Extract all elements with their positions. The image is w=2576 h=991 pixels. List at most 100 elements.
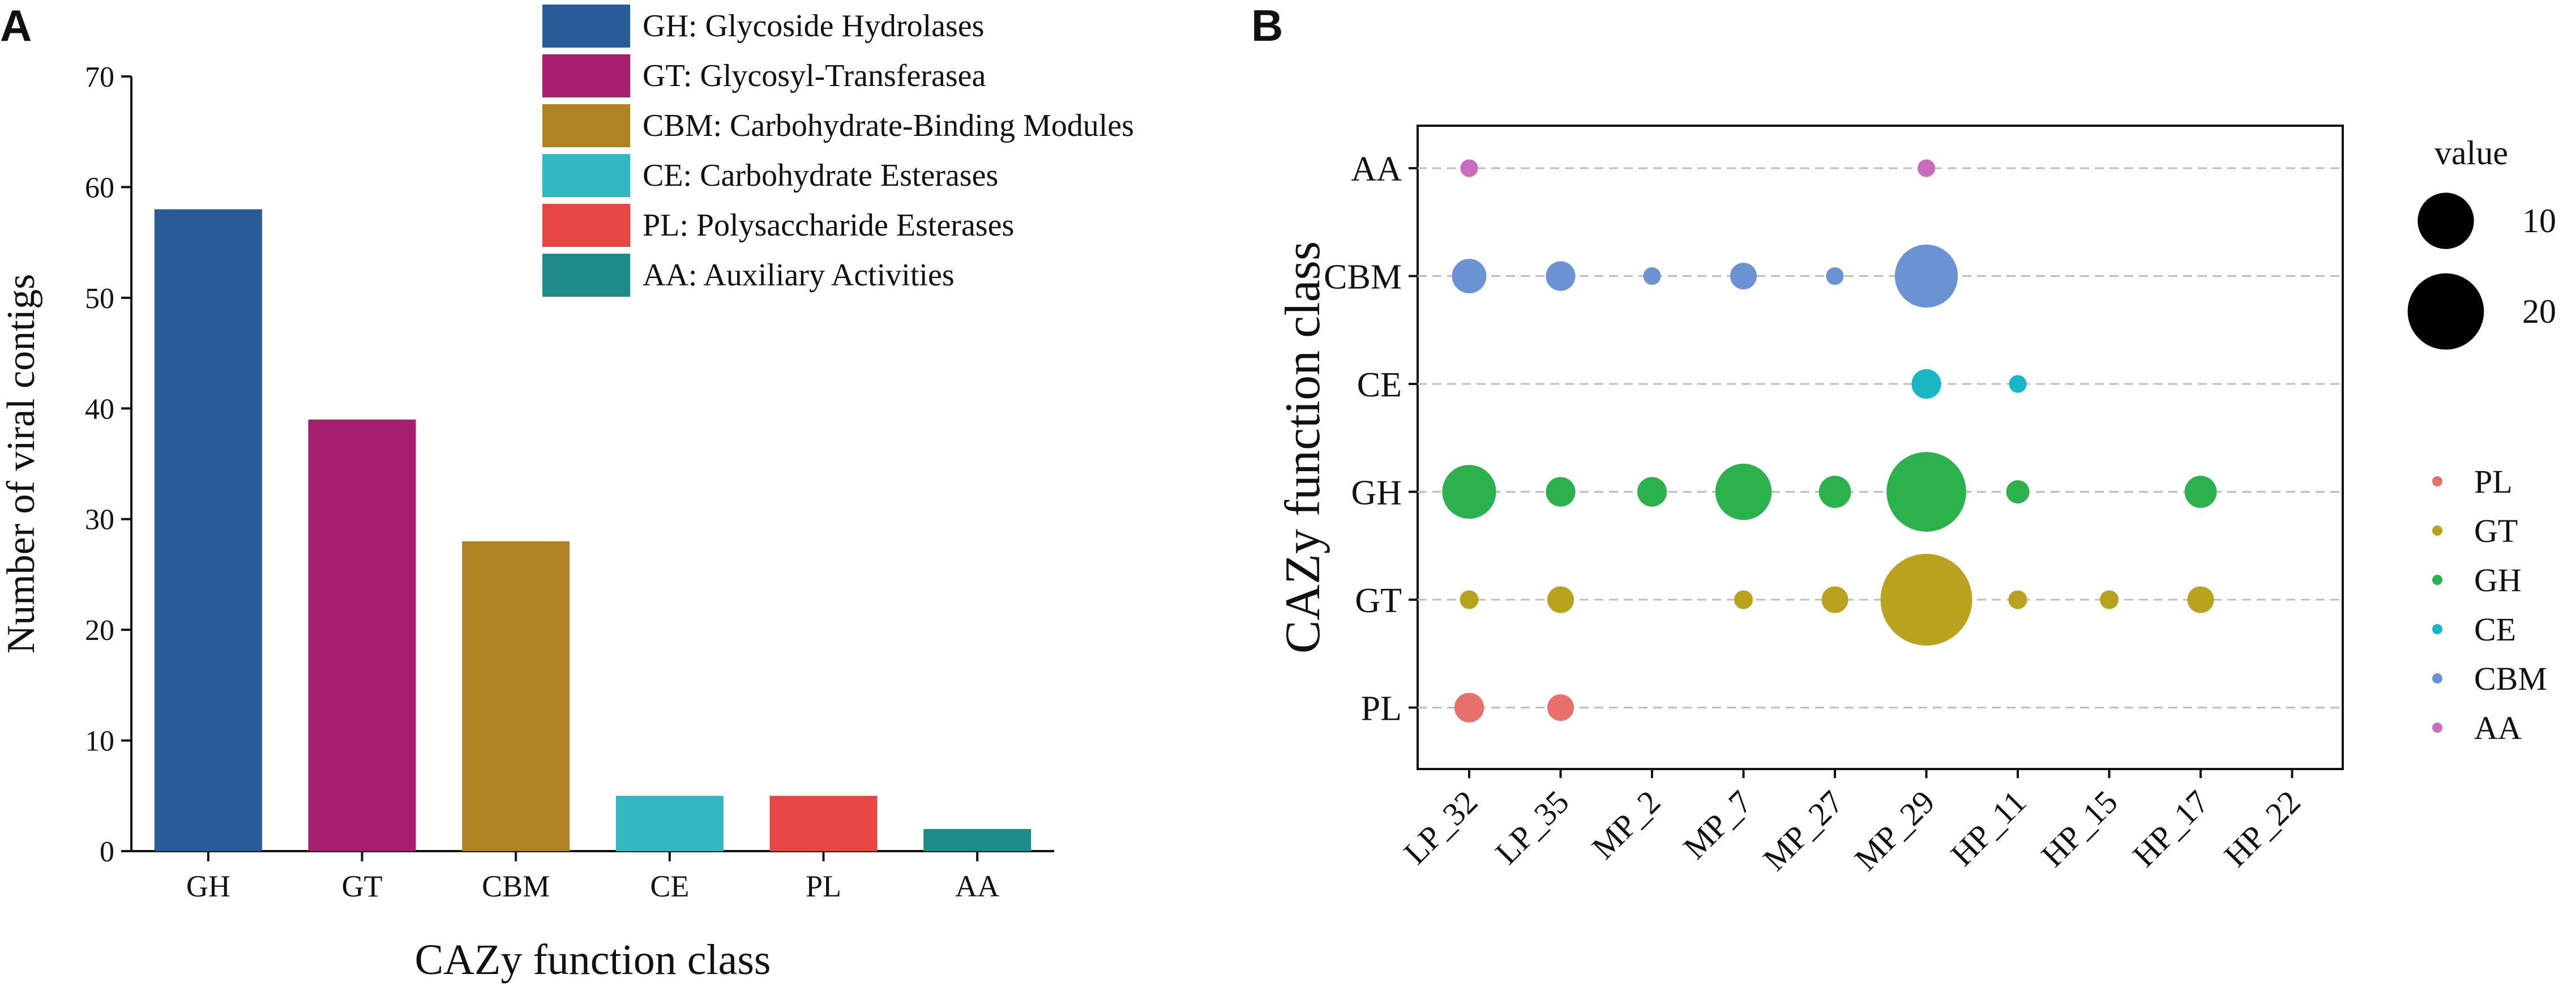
bubble-y-tick-label: CBM bbox=[1324, 258, 1402, 297]
bubble-ce-hp_11 bbox=[2009, 375, 2027, 393]
bubble-x-tick-label: MP_29 bbox=[1847, 783, 1942, 878]
bar-bars bbox=[154, 209, 1032, 851]
size-legend-label-10: 10 bbox=[2522, 202, 2556, 240]
color-legend-label-cbm: CBM bbox=[2474, 660, 2547, 697]
bar-y-axis-label: Number of viral contigs bbox=[0, 274, 43, 654]
bubble-gt-mp_29 bbox=[1880, 554, 1972, 646]
bubble-aa-mp_29 bbox=[1917, 159, 1936, 177]
color-legend-dot-gt bbox=[2432, 526, 2442, 536]
bar-y-tick-label: 70 bbox=[85, 61, 114, 93]
bar-x-tick-label: GH bbox=[186, 869, 230, 903]
legend-swatch-pl bbox=[542, 204, 630, 247]
panel-label-b: B bbox=[1251, 1, 1283, 50]
bubble-y-tick-label: PL bbox=[1361, 690, 1402, 728]
bubble-gt-hp_17 bbox=[2187, 586, 2214, 613]
legend-swatch-aa bbox=[542, 254, 630, 297]
bar-x-tick-label: GT bbox=[342, 869, 383, 903]
bar-x-ticks: GH GT CBM CE PL AA bbox=[186, 851, 999, 903]
bubble-cbm-lp_35 bbox=[1546, 261, 1576, 291]
size-legend-label-20: 20 bbox=[2522, 293, 2556, 330]
bubble-pl-lp_35 bbox=[1547, 694, 1574, 721]
bubble-color-legend: PL GT GH CE CBM AA bbox=[2432, 463, 2547, 746]
bubble-x-tick-label: HP_15 bbox=[2034, 783, 2125, 874]
legend-label-pl: PL: Polysaccharide Esterases bbox=[643, 208, 1014, 243]
legend-swatch-gh bbox=[542, 5, 630, 48]
bubble-cbm-lp_32 bbox=[1452, 259, 1487, 293]
bar-x-tick-label: PL bbox=[806, 869, 841, 903]
bubble-x-tick-label: LP_35 bbox=[1488, 783, 1576, 871]
bubble-chart: AA CBM CE GH GT PL LP_32 LP_35 MP_2 MP_7MP_27MP_… bbox=[1276, 125, 2556, 878]
panel-label-a: A bbox=[0, 1, 32, 50]
legend-label-gh: GH: Glycoside Hydrolases bbox=[643, 8, 984, 44]
color-legend-label-aa: AA bbox=[2474, 710, 2522, 746]
color-legend-label-pl: PL bbox=[2474, 463, 2513, 500]
bubble-x-tick-label: MP_7 bbox=[1676, 783, 1758, 866]
bubble-x-tick-label: LP_32 bbox=[1397, 783, 1484, 871]
bubble-x-tick-label: MP_2 bbox=[1585, 783, 1667, 866]
bubble-y-ticks: AA CBM CE GH GT PL bbox=[1324, 150, 1418, 728]
size-legend-title: value bbox=[2434, 134, 2508, 172]
bubble-gh-lp_32 bbox=[1442, 465, 1496, 519]
bar-gt bbox=[308, 419, 416, 851]
bar-chart: 0 10 20 30 40 50 60 70 GH GT CBM CE PL AA Number of … bbox=[0, 5, 1134, 984]
color-legend-dot-aa bbox=[2432, 723, 2442, 733]
bar-ce bbox=[615, 796, 724, 851]
legend-label-ce: CE: Carbohydrate Esterases bbox=[643, 158, 998, 193]
bar-x-tick-label: CE bbox=[650, 869, 689, 903]
bar-x-axis-label: CAZy function class bbox=[414, 936, 771, 984]
color-legend-label-ce: CE bbox=[2474, 611, 2516, 648]
bubble-cbm-mp_7 bbox=[1730, 262, 1757, 290]
bar-gh bbox=[154, 209, 262, 851]
legend-swatch-gt bbox=[542, 54, 630, 97]
bubble-gh-mp_7 bbox=[1715, 463, 1772, 520]
bubble-y-tick-label: CE bbox=[1357, 366, 1402, 404]
color-legend-label-gt: GT bbox=[2474, 512, 2518, 549]
bubble-gt-lp_32 bbox=[1460, 590, 1479, 609]
bubble-gt-hp_11 bbox=[2008, 590, 2027, 609]
bubble-cbm-mp_27 bbox=[1826, 267, 1844, 285]
bubble-ce-mp_29 bbox=[1911, 369, 1941, 399]
bubble-y-tick-label: GT bbox=[1355, 582, 1402, 620]
size-legend-circle-20 bbox=[2407, 273, 2484, 350]
bubble-gt-mp_7 bbox=[1734, 590, 1753, 609]
bubble-points bbox=[1442, 159, 2217, 723]
bar-pl bbox=[769, 796, 878, 851]
bubble-gt-mp_27 bbox=[1821, 586, 1848, 613]
bubble-y-tick-label: GH bbox=[1351, 474, 1402, 512]
color-legend-dot-gh bbox=[2432, 575, 2442, 585]
bar-cbm bbox=[462, 541, 570, 851]
bubble-gh-hp_17 bbox=[2184, 476, 2217, 508]
bubble-gh-lp_35 bbox=[1546, 477, 1576, 507]
color-legend-dot-pl bbox=[2432, 476, 2442, 486]
bubble-x-tick-label: HP_17 bbox=[2125, 783, 2216, 874]
bubble-gridlines bbox=[1418, 167, 2343, 708]
bubble-gh-mp_29 bbox=[1886, 452, 1966, 532]
bar-y-tick-label: 30 bbox=[85, 504, 114, 536]
bubble-x-tick-label: HP_11 bbox=[1944, 783, 2033, 873]
bar-x-tick-label: AA bbox=[955, 869, 999, 903]
bubble-x-tick-label: MP_27 bbox=[1756, 783, 1850, 878]
legend-label-aa: AA: Auxiliary Activities bbox=[643, 258, 955, 293]
size-legend-circle-10 bbox=[2417, 193, 2474, 249]
bar-y-tick-label: 0 bbox=[100, 836, 114, 868]
bubble-size-legend: value 10 20 bbox=[2407, 134, 2556, 350]
bar-y-tick-label: 40 bbox=[85, 393, 114, 425]
bar-y-ticks: 0 10 20 30 40 50 60 70 bbox=[85, 61, 131, 868]
bar-aa bbox=[923, 828, 1032, 851]
color-legend-label-gh: GH bbox=[2474, 562, 2522, 599]
legend-swatch-ce bbox=[542, 154, 630, 197]
legend-label-gt: GT: Glycosyl-Transferasea bbox=[643, 58, 986, 93]
bubble-pl-lp_32 bbox=[1454, 693, 1484, 723]
bubble-cbm-mp_2 bbox=[1643, 267, 1661, 285]
color-legend-dot-ce bbox=[2432, 624, 2442, 634]
bubble-gt-hp_15 bbox=[2099, 590, 2119, 609]
bar-y-tick-label: 10 bbox=[85, 725, 114, 758]
bubble-y-tick-label: AA bbox=[1351, 150, 1402, 189]
bar-y-tick-label: 60 bbox=[85, 172, 114, 204]
legend-swatch-cbm bbox=[542, 104, 630, 147]
bubble-gh-mp_2 bbox=[1637, 477, 1667, 507]
legend-label-cbm: CBM: Carbohydrate-Binding Modules bbox=[643, 108, 1134, 143]
bubble-x-tick-label: HP_22 bbox=[2217, 783, 2308, 874]
bar-legend: GH: Glycoside Hydrolases GT: Glycosyl-Tra… bbox=[542, 5, 1134, 297]
